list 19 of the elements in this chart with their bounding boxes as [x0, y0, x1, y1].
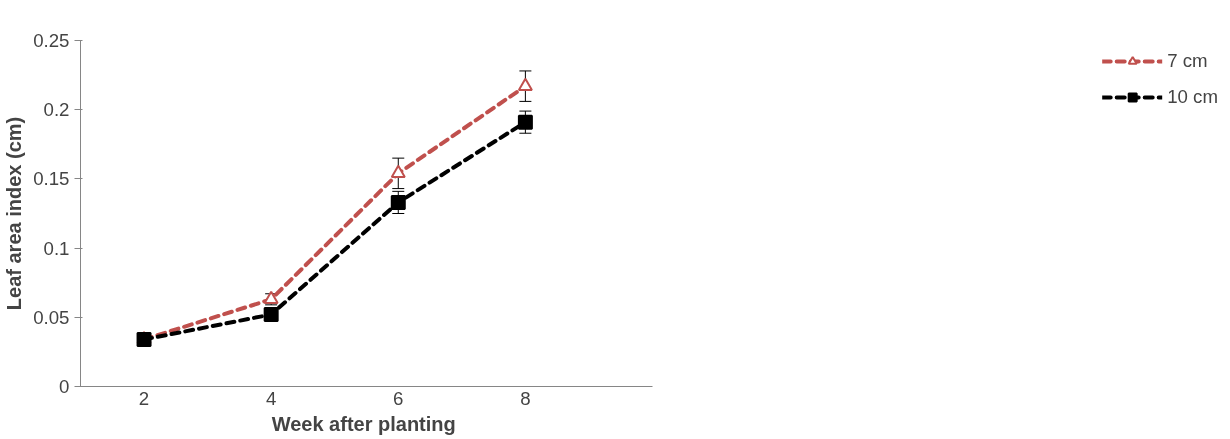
point — [517, 77, 533, 91]
x-tick-label: 8 — [520, 387, 531, 409]
point — [263, 307, 279, 323]
point — [517, 114, 533, 130]
legend-label: 7 cm — [1167, 50, 1208, 72]
y-tick-label: 0.25 — [33, 30, 70, 51]
x-tick-label: 4 — [265, 387, 277, 409]
y-tick-label: 0.2 — [43, 99, 70, 121]
x-tick-label: 2 — [138, 387, 150, 409]
y-axis-title: Leaf area index (cm) — [3, 116, 26, 311]
point — [390, 164, 406, 179]
y-tick-label: 0.15 — [33, 168, 70, 190]
legend-label: 10 cm — [1167, 86, 1218, 108]
y-tick-label: 0.05 — [33, 306, 70, 328]
point — [390, 194, 406, 210]
y-tick-label: 0 — [59, 376, 70, 397]
x-axis-title: Week after planting — [271, 412, 456, 435]
x-tick-label: 6 — [393, 387, 404, 409]
y-tick-label: 0.1 — [43, 237, 70, 259]
